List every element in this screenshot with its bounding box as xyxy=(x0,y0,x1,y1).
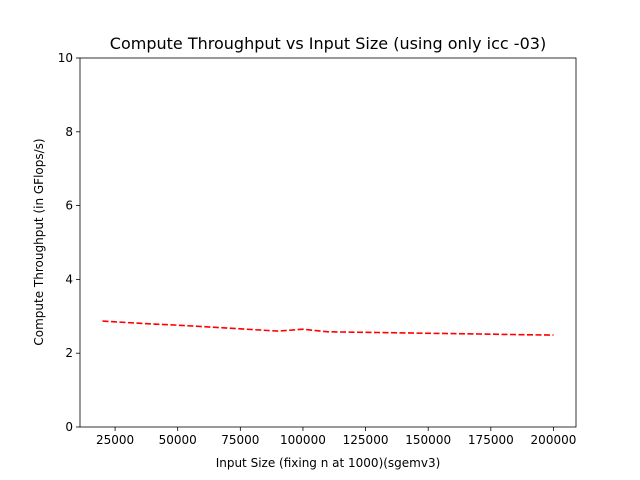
x-tick-label: 175000 xyxy=(468,433,514,447)
y-tick-label: 6 xyxy=(65,199,73,213)
y-axis-label: Compute Throughput (in GFlops/s) xyxy=(32,138,46,345)
series-line xyxy=(102,320,554,336)
x-tick-label: 125000 xyxy=(343,433,389,447)
x-tick-label: 200000 xyxy=(531,433,577,447)
x-tick-label: 150000 xyxy=(405,433,451,447)
series-layer xyxy=(102,320,554,336)
chart-title: Compute Throughput vs Input Size (using … xyxy=(110,34,546,53)
y-tick-label: 10 xyxy=(58,51,73,65)
y-tick-label: 8 xyxy=(65,125,73,139)
plot-frame xyxy=(79,57,577,428)
y-tick-label: 0 xyxy=(65,420,73,434)
y-tick-label: 4 xyxy=(65,272,73,286)
axis-ticks: 25000 50000 75000 100000 125000 150000 175000 2… xyxy=(58,51,577,447)
x-axis-label: Input Size (fixing n at 1000)(sgemv3) xyxy=(216,456,441,470)
x-tick-label: 100000 xyxy=(280,433,326,447)
x-tick-label: 25000 xyxy=(96,433,134,447)
x-tick-label: 50000 xyxy=(159,433,197,447)
y-tick-label: 2 xyxy=(65,346,73,360)
x-tick-label: 75000 xyxy=(221,433,259,447)
plot-area xyxy=(79,57,577,428)
